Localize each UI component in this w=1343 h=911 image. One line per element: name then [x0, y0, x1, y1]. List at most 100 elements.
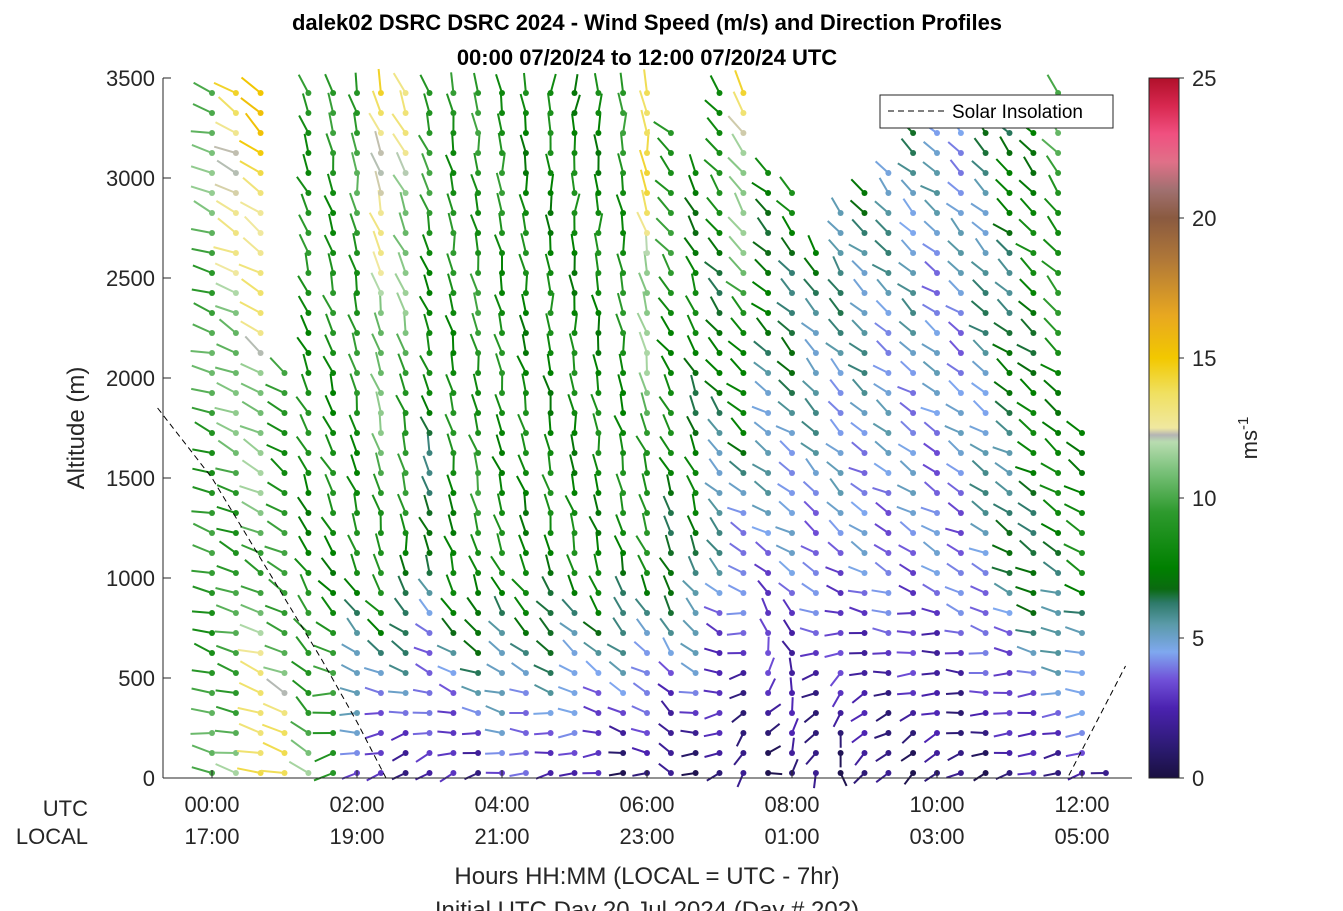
- wind-barb-stick: [425, 112, 431, 134]
- wind-barb-dot: [257, 650, 264, 656]
- wind-barb-dot: [861, 250, 868, 256]
- wind-barb-dot: [426, 190, 433, 196]
- wind-barb-dot: [1006, 510, 1013, 516]
- wind-barb-dot: [789, 590, 795, 596]
- wind-barb-dot: [812, 290, 819, 296]
- wind-barb-dot: [305, 290, 312, 296]
- wind-barb-dot: [499, 190, 505, 196]
- wind-barb-dot: [934, 510, 940, 516]
- wind-barb-stick: [706, 196, 721, 214]
- wind-barb-stick: [704, 380, 721, 394]
- wind-barb-stick: [215, 705, 237, 714]
- wind-barb-dot: [644, 630, 650, 636]
- wind-barb-dot: [692, 590, 699, 596]
- wind-barb-dot: [716, 770, 723, 776]
- wind-barb-stick: [217, 217, 237, 234]
- wind-barb-dot: [377, 310, 384, 316]
- wind-barb-dot: [885, 630, 892, 636]
- wind-barb-stick: [191, 687, 213, 694]
- wind-barb-dot: [740, 510, 747, 516]
- wind-barb-stick: [213, 246, 237, 254]
- wind-barb-dot: [644, 210, 650, 216]
- wind-barb-stick: [524, 273, 529, 294]
- wind-barb-dot: [232, 390, 239, 396]
- wind-barb-stick: [1063, 543, 1083, 554]
- wind-barb-dot: [644, 450, 650, 456]
- wind-barb-dot: [692, 570, 699, 576]
- wind-barb-dot: [1030, 450, 1037, 456]
- wind-barb-dot: [571, 110, 578, 116]
- wind-barb-dot: [522, 270, 529, 276]
- wind-barb-dot: [957, 470, 964, 476]
- wind-barb-dot: [716, 630, 723, 636]
- wind-barb-stick: [422, 373, 431, 394]
- wind-barb-stick: [832, 255, 842, 274]
- wind-barb-stick: [544, 253, 552, 274]
- wind-barb-dot: [1079, 670, 1085, 676]
- wind-barb-dot: [426, 210, 433, 216]
- wind-barb-dot: [861, 270, 868, 276]
- wind-barb-stick: [690, 273, 697, 294]
- wind-barb-stick: [322, 294, 334, 314]
- wind-barb-dot: [595, 690, 602, 696]
- x-axis-label: Hours HH:MM (LOCAL = UTC - 7hr): [454, 863, 839, 890]
- wind-barb-dot: [765, 310, 772, 316]
- wind-barb-dot: [667, 690, 674, 696]
- wind-barb-dot: [377, 670, 384, 676]
- wind-barb-stick: [328, 213, 335, 234]
- wind-barb-dot: [620, 270, 627, 276]
- wind-barb-dot: [402, 490, 409, 496]
- wind-barb-stick: [635, 435, 648, 454]
- wind-barb-stick: [851, 378, 866, 394]
- wind-barb-stick: [448, 293, 455, 314]
- wind-barb-dot: [426, 170, 433, 176]
- wind-barb-stick: [299, 314, 310, 334]
- wind-barb-dot: [716, 270, 723, 276]
- wind-barb-dot: [571, 670, 578, 676]
- wind-barb-stick: [473, 452, 480, 474]
- wind-barb-dot: [475, 590, 482, 596]
- wind-barb-stick: [595, 533, 600, 554]
- wind-barb-stick: [573, 74, 579, 94]
- wind-barb-dot: [499, 510, 505, 516]
- wind-barb-dot: [957, 590, 964, 596]
- wind-barb-stick: [686, 474, 697, 494]
- wind-barb-dot: [402, 310, 409, 316]
- wind-barb-dot: [644, 170, 650, 176]
- wind-barb-stick: [593, 134, 600, 154]
- wind-barb-dot: [789, 470, 795, 476]
- wind-barb-stick: [999, 136, 1011, 154]
- wind-barb-dot: [426, 510, 433, 516]
- wind-barb-stick: [495, 172, 503, 194]
- wind-barb-dot: [475, 410, 482, 416]
- wind-barb-dot: [475, 710, 482, 716]
- wind-barb-dot: [934, 350, 940, 356]
- wind-barb-dot: [740, 410, 747, 416]
- wind-barb-dot: [1055, 370, 1062, 376]
- wind-barb-dot: [765, 730, 772, 736]
- wind-barb-stick: [299, 413, 310, 434]
- wind-barb-stick: [326, 173, 335, 194]
- wind-barb-stick: [755, 317, 769, 334]
- wind-barb-dot: [595, 350, 602, 356]
- wind-barb-stick: [324, 434, 335, 454]
- wind-barb-dot: [716, 110, 723, 116]
- wind-barb-stick: [323, 195, 334, 214]
- wind-barb-stick: [567, 574, 576, 594]
- wind-barb-dot: [982, 490, 989, 496]
- wind-barb-stick: [270, 457, 286, 474]
- wind-barb-dot: [740, 150, 747, 156]
- wind-barb-stick: [619, 72, 625, 94]
- wind-barb-dot: [740, 110, 747, 116]
- wind-barb-dot: [330, 90, 337, 96]
- wind-barb-dot: [885, 450, 892, 456]
- wind-barb-dot: [595, 410, 602, 416]
- wind-barb-dot: [789, 390, 795, 396]
- wind-barb-dot: [644, 590, 650, 596]
- wind-barb-dot: [1006, 530, 1013, 536]
- wind-barb-dot: [837, 550, 844, 556]
- wind-barb-dot: [522, 670, 529, 676]
- wind-barb-dot: [740, 630, 747, 636]
- wind-barb-stick: [520, 233, 527, 254]
- wind-barb-stick: [267, 400, 286, 414]
